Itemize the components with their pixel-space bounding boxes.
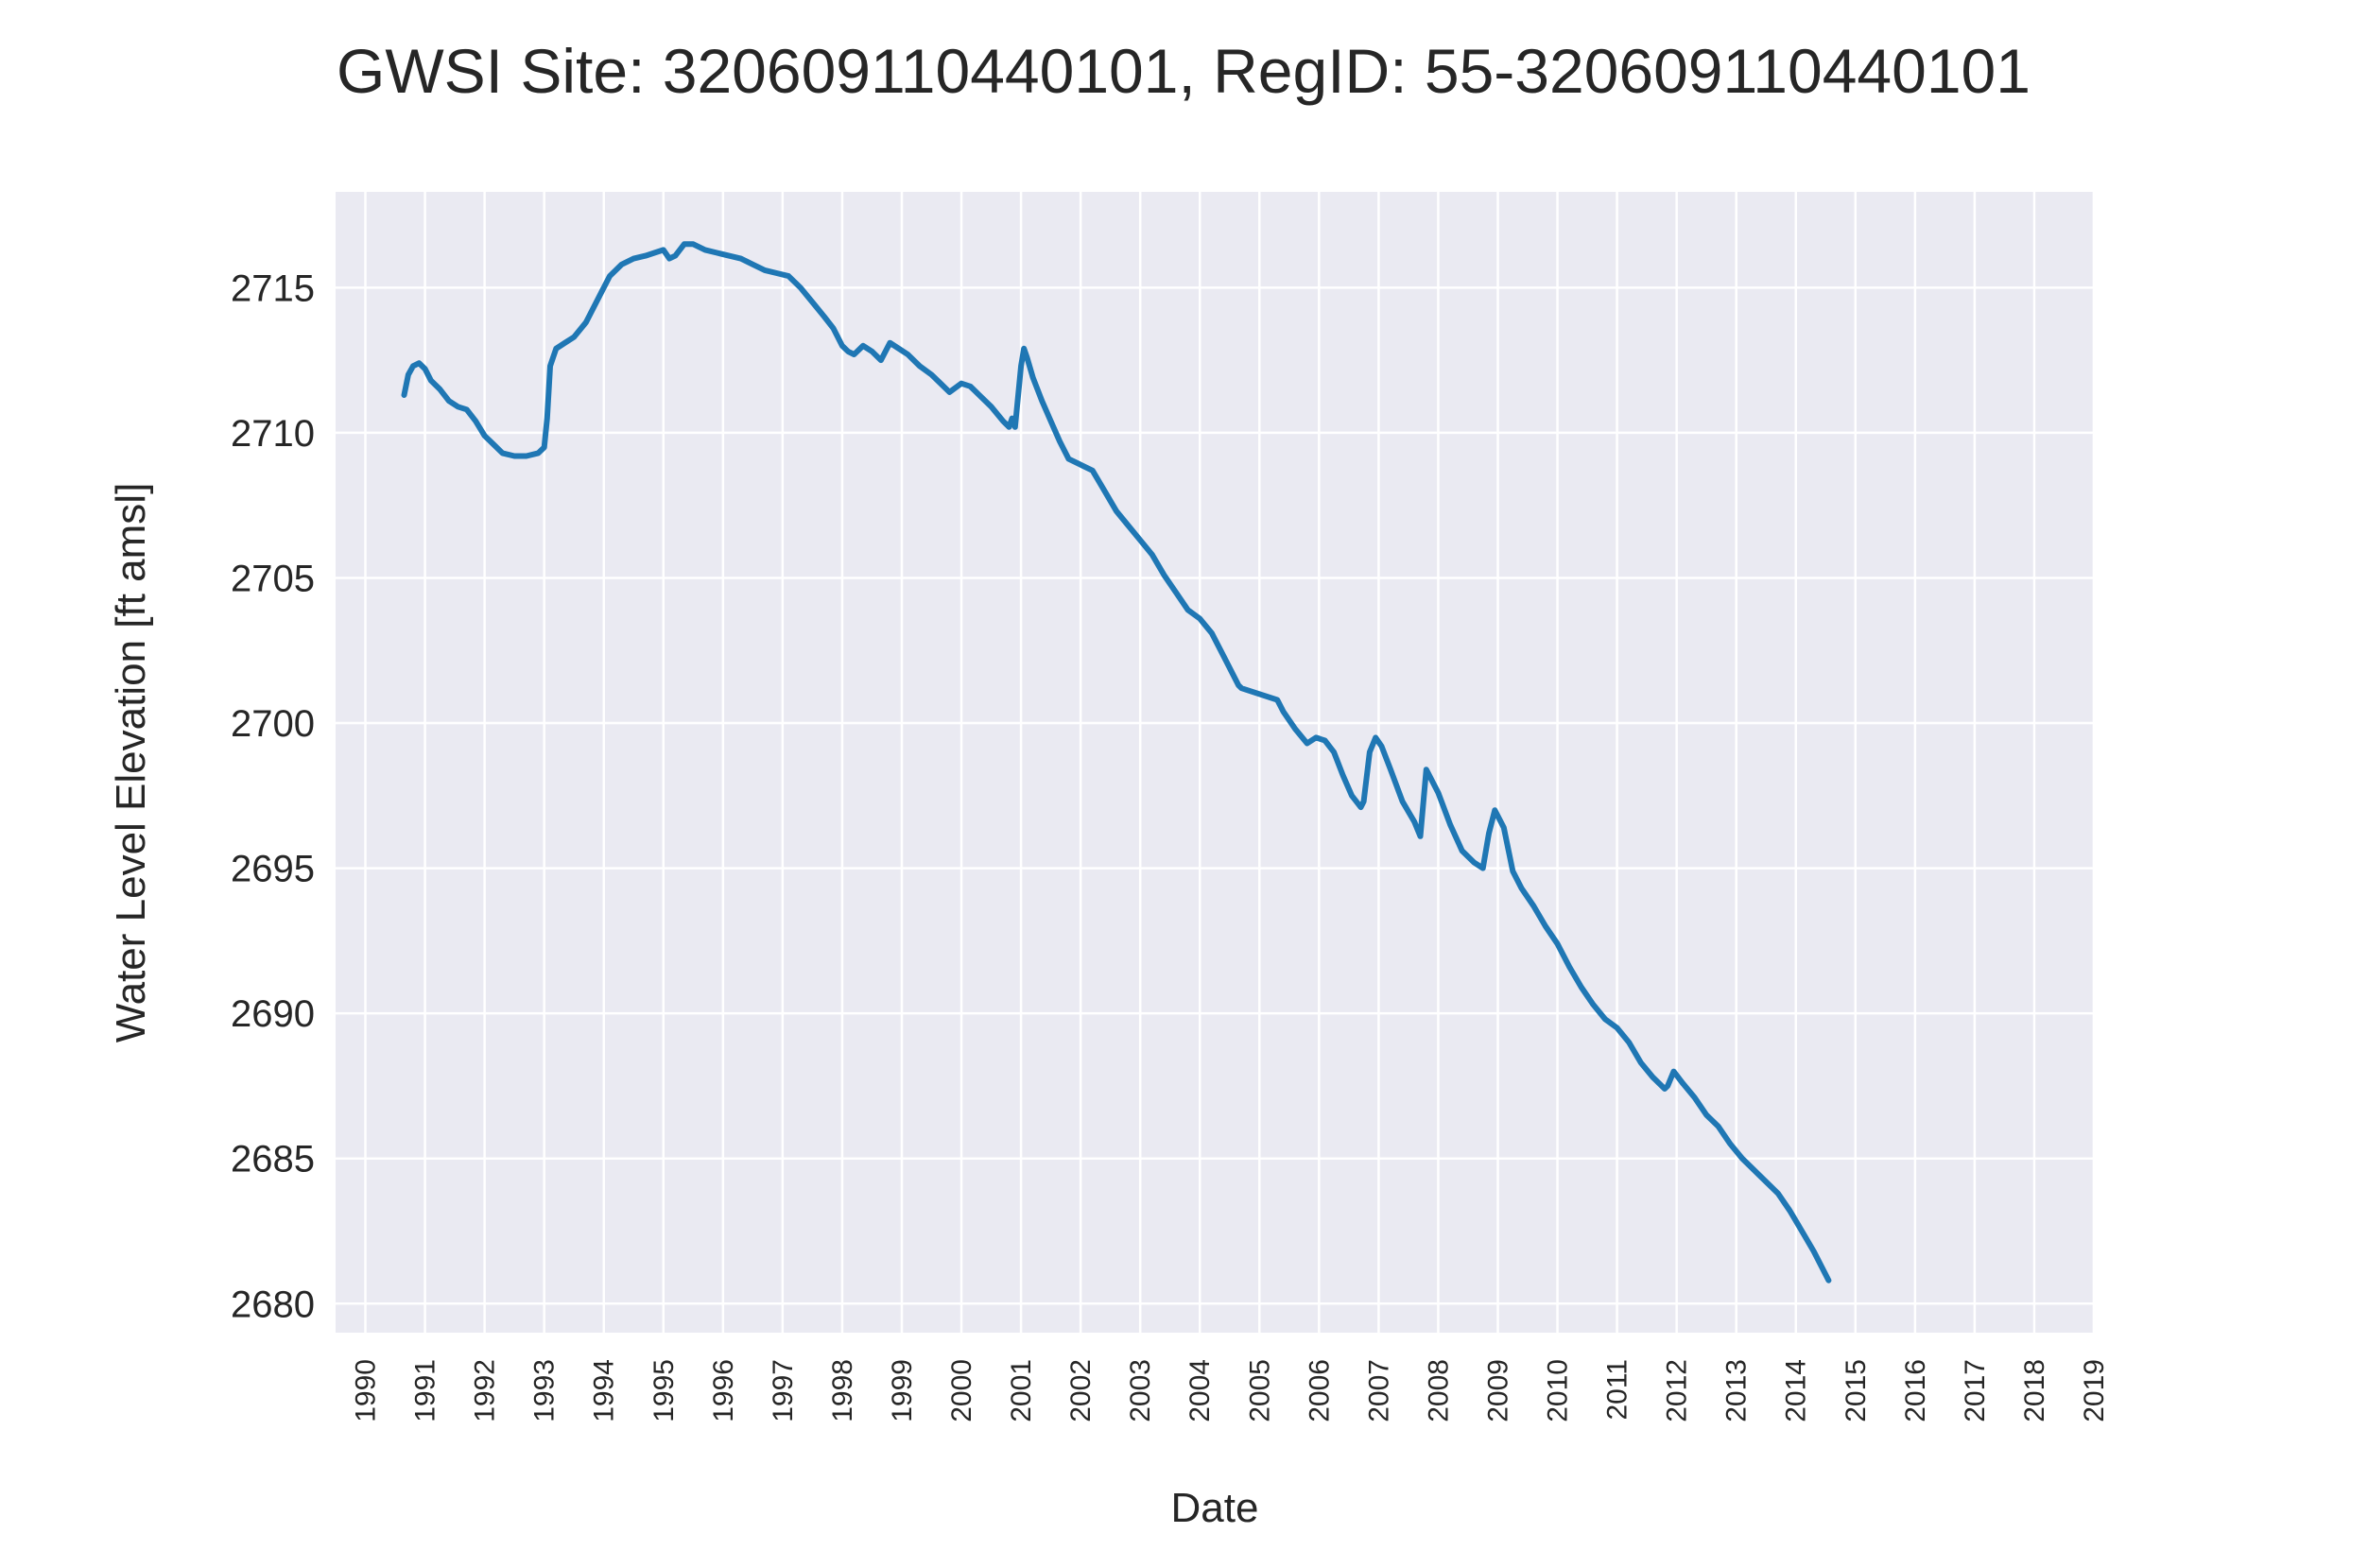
x-tick-label: 2000: [946, 1359, 977, 1422]
x-tick-label: 1991: [410, 1359, 441, 1422]
chart-title: GWSI Site: 320609110440101, RegID: 55-32…: [337, 36, 2031, 106]
y-tick-label: 2700: [231, 703, 315, 745]
y-tick-label: 2705: [231, 558, 315, 599]
x-axis-tick-labels: 1990 1991 1992 1993 1994 1995 1996 1997 1998 1999…: [351, 1359, 2110, 1422]
x-tick-label: 1995: [648, 1359, 680, 1422]
x-tick-label: 2007: [1363, 1359, 1394, 1422]
y-tick-label: 2690: [231, 993, 315, 1035]
x-tick-label: 2015: [1841, 1359, 1872, 1422]
x-tick-label: 2003: [1125, 1359, 1156, 1422]
x-tick-label: 1992: [470, 1359, 501, 1422]
x-tick-label: 2006: [1304, 1359, 1335, 1422]
x-tick-label: 2018: [2019, 1359, 2050, 1422]
x-tick-label: 1998: [827, 1359, 858, 1422]
x-tick-label: 2009: [1482, 1359, 1513, 1422]
y-axis-tick-labels: 2680 2685 2690 2695 2700 2705 2710 2715: [231, 267, 315, 1325]
x-tick-label: 2002: [1065, 1359, 1097, 1422]
x-tick-label: 1999: [887, 1359, 918, 1422]
x-tick-label: 1994: [589, 1359, 620, 1422]
y-tick-label: 2685: [231, 1139, 315, 1180]
y-tick-label: 2680: [231, 1284, 315, 1325]
horizontal-gridlines: [336, 286, 2094, 1305]
water-level-series-line: [401, 241, 1832, 1284]
x-tick-label: 2017: [1960, 1359, 1991, 1422]
x-tick-label: 2001: [1006, 1359, 1037, 1422]
x-tick-label: 2019: [2079, 1359, 2110, 1422]
x-tick-label: 2004: [1184, 1359, 1216, 1422]
x-tick-label: 1996: [708, 1359, 739, 1422]
x-tick-label: 2012: [1662, 1359, 1693, 1422]
x-tick-label: 2008: [1423, 1359, 1454, 1422]
x-tick-label: 2005: [1244, 1359, 1275, 1422]
y-tick-label: 2715: [231, 267, 315, 309]
y-tick-label: 2710: [231, 413, 315, 455]
x-tick-label: 1990: [351, 1359, 382, 1422]
x-tick-label: 1997: [768, 1359, 799, 1422]
x-tick-label: 2011: [1602, 1359, 1633, 1421]
y-tick-label: 2695: [231, 849, 315, 890]
plot-area: [336, 192, 2094, 1333]
y-axis-label: Water Level Elevation [ft amsl]: [108, 483, 154, 1043]
x-tick-label: 2010: [1543, 1359, 1574, 1422]
x-tick-label: 2016: [1900, 1359, 1931, 1422]
x-axis-label: Date: [1171, 1485, 1259, 1531]
x-tick-label: 1993: [529, 1359, 561, 1422]
x-tick-label: 2014: [1781, 1359, 1812, 1422]
x-tick-label: 2013: [1721, 1359, 1753, 1422]
